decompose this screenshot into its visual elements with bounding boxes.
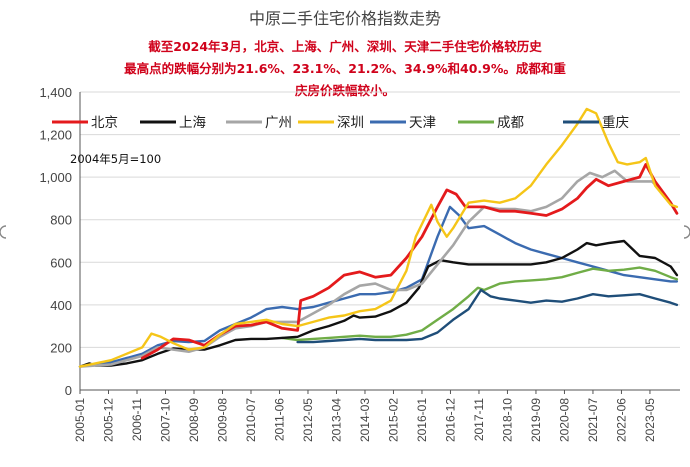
x-tick-label: 2020-08	[557, 398, 571, 442]
annotation-line-1: 截至2024年3月，北京、上海、广州、深圳、天津二手住宅价格较历史	[148, 39, 542, 54]
axes	[79, 92, 680, 391]
x-tick-label: 2005-12	[101, 398, 115, 442]
series-line-6	[296, 288, 679, 344]
x-tick-label: 2015-02	[386, 398, 400, 442]
x-tick-label: 2016-12	[443, 398, 457, 442]
series-line-4	[78, 205, 679, 368]
y-axis-ticks: 0 200 400 600 800 1,000 1,200 1,400	[39, 85, 72, 398]
x-tick-label: 2010-07	[244, 398, 258, 442]
y-tick-label: 0	[65, 383, 72, 398]
x-tick-label: 2005-01	[73, 398, 87, 442]
y-tick-label: 1,000	[39, 170, 72, 185]
x-tick-label: 2012-05	[301, 398, 315, 442]
legend-label: 天津	[409, 115, 436, 131]
x-tick-label: 2021-07	[586, 398, 600, 442]
legend-label: 北京	[91, 115, 118, 131]
base-note: 2004年5月=100	[70, 152, 161, 166]
legend-label: 重庆	[602, 115, 629, 131]
x-tick-label: 2009-08	[215, 398, 229, 442]
x-tick-label: 2019-09	[529, 398, 543, 442]
x-tick-label: 2016-01	[415, 398, 429, 442]
x-tick-label: 2018-10	[500, 398, 514, 442]
watermark: @陶冬资本市场日记	[296, 442, 435, 460]
gridlines	[80, 91, 680, 348]
x-tick-label: 2022-06	[614, 398, 628, 442]
watermark-logo-icon	[296, 442, 314, 460]
legend-label: 深圳	[337, 115, 364, 131]
chart-title: 中原二手住宅价格指数走势	[249, 9, 441, 28]
series-lines	[78, 107, 679, 368]
x-tick-label: 2006-11	[130, 398, 144, 441]
y-tick-label: 800	[50, 213, 72, 228]
y-tick-label: 1,200	[39, 128, 72, 143]
series-line-0	[140, 163, 679, 360]
y-tick-label: 400	[50, 298, 72, 313]
y-tick-label: 1,400	[39, 85, 72, 100]
x-tick-label: 2008-09	[187, 398, 201, 442]
legend-label: 成都	[497, 115, 524, 131]
legend-label: 广州	[265, 115, 292, 131]
x-tick-label: 2014-03	[358, 398, 372, 442]
series-line-3	[78, 107, 679, 368]
scroll-arrow-left-icon[interactable]	[0, 225, 7, 239]
x-tick-label: 2011-06	[272, 398, 286, 441]
annotation-line-2: 最高点的跌幅分别为21.6%、23.1%、21.2%、34.9%和40.9%。成…	[124, 61, 566, 76]
x-tick-label: 2023-05	[643, 398, 657, 442]
x-axis-ticks: 2005-01 2005-12 2006-11 2007-10 2008-09 2009-…	[73, 390, 657, 442]
watermark-text: @陶冬资本市场日记	[318, 444, 435, 460]
x-tick-label: 2007-10	[158, 398, 172, 442]
x-tick-label: 2017-11	[472, 398, 486, 441]
scroll-arrow-right-icon[interactable]	[683, 225, 690, 239]
annotation-line-3: 庆房价跌幅较小。	[294, 83, 395, 98]
y-tick-label: 600	[50, 255, 72, 270]
x-tick-label: 2013-04	[329, 398, 343, 442]
legend: 北京 上海 广州 深圳 天津 成都 重庆	[52, 115, 629, 131]
y-tick-label: 200	[50, 340, 72, 355]
legend-label: 上海	[179, 115, 206, 131]
